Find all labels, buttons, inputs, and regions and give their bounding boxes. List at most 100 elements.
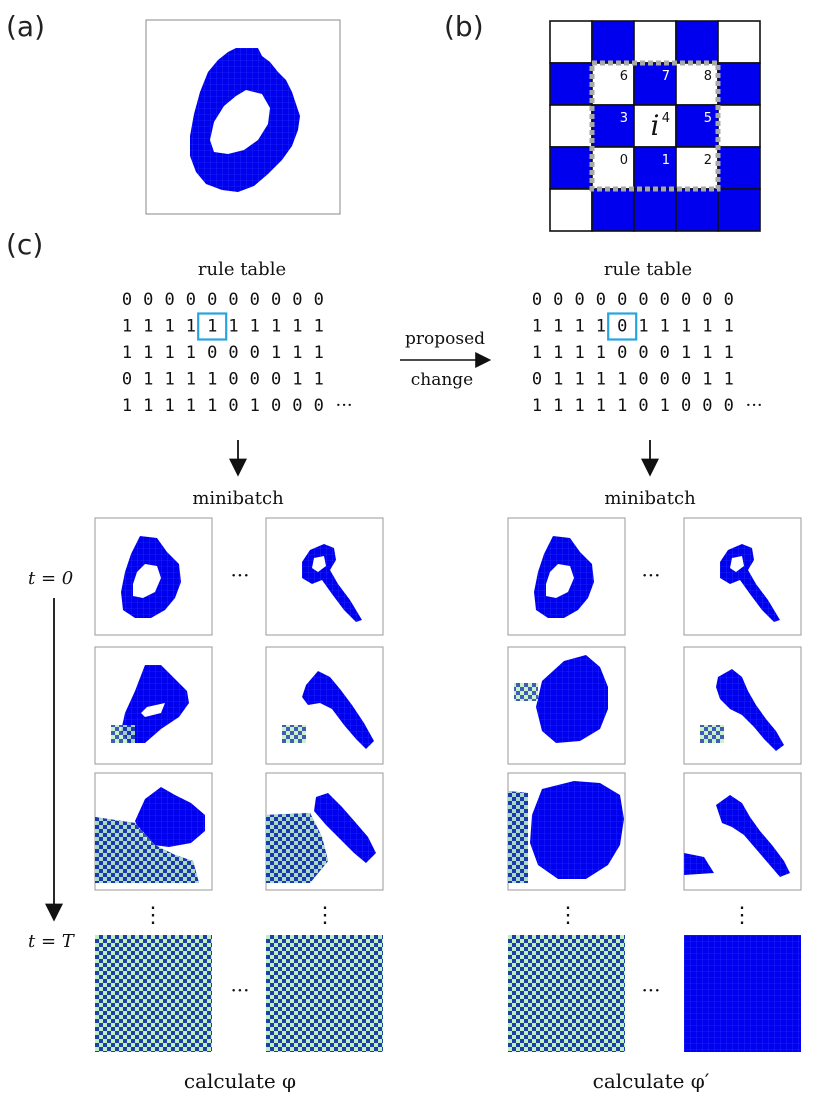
checkerboard-final-state xyxy=(95,935,212,1052)
rule-bit: 0 xyxy=(271,370,281,390)
neighborhood-cell xyxy=(717,146,761,190)
neighborhood-cell xyxy=(591,20,635,64)
neighborhood-cell xyxy=(633,188,677,232)
neighborhood-cell xyxy=(591,188,635,232)
rule-bit: 1 xyxy=(532,396,542,416)
rule-bit: 1 xyxy=(186,317,196,337)
neighbor-index-4: 4 xyxy=(662,111,670,126)
rule-bit: 0 xyxy=(660,290,670,310)
rule-bit: 0 xyxy=(207,290,217,310)
frame-0-2 xyxy=(507,517,626,636)
rule-bit: 1 xyxy=(596,317,606,337)
rule-bit: 0 xyxy=(681,370,691,390)
rule-bit: 0 xyxy=(207,343,217,363)
neighborhood-cell xyxy=(549,20,593,64)
rule-bit: 1 xyxy=(271,343,281,363)
rule-bit: 1 xyxy=(724,317,734,337)
vdots-1: ⋮ xyxy=(142,903,164,928)
neighborhood-grid: 6 7 8 3 4 5 0 1 2 i xyxy=(549,20,761,232)
neighborhood-cell xyxy=(675,188,719,232)
rule-bit: 1 xyxy=(702,370,712,390)
rule-bit: 0 xyxy=(292,290,302,310)
frame-1-3 xyxy=(683,646,802,765)
rule-bit: 1 xyxy=(164,317,174,337)
neighborhood-cell xyxy=(675,20,719,64)
rule-bit: 1 xyxy=(553,317,563,337)
solid-final-state xyxy=(684,935,801,1052)
rule-table-ellipsis: ··· xyxy=(335,395,352,416)
rule-bit: 1 xyxy=(553,370,563,390)
frame-1-1 xyxy=(265,646,384,765)
minibatch-label-left: minibatch xyxy=(192,488,284,509)
rule-bit: 0 xyxy=(164,290,174,310)
vdots-2: ⋮ xyxy=(314,903,336,928)
neighborhood-dashed-box xyxy=(589,60,721,192)
time-end-label: t = T xyxy=(28,931,76,952)
rule-bit: 0 xyxy=(553,290,563,310)
rule-bit: 1 xyxy=(574,370,584,390)
neighborhood-cell xyxy=(549,188,593,232)
rule-bit: 0 xyxy=(574,290,584,310)
rule-bit: 1 xyxy=(681,317,691,337)
rule-bit: 1 xyxy=(574,317,584,337)
checkerboard-final-state xyxy=(266,935,383,1052)
rule-bit: 0 xyxy=(702,290,712,310)
rule-bit: 0 xyxy=(228,370,238,390)
neighbor-index-8: 8 xyxy=(704,69,712,84)
panel-label-a: (a) xyxy=(6,10,45,43)
rule-bit: 1 xyxy=(122,396,132,416)
frame-0-3 xyxy=(683,517,802,636)
arrow-label-bottom: change xyxy=(411,370,474,390)
neighborhood-cell xyxy=(717,20,761,64)
calculate-phi-left: calculate φ xyxy=(184,1069,296,1093)
rule-bit: 1 xyxy=(164,343,174,363)
neighborhood-cell xyxy=(717,62,761,106)
calculate-phi-right: calculate φ′ xyxy=(593,1069,710,1093)
minibatch-label-right: minibatch xyxy=(604,488,696,509)
minibatch-frames xyxy=(94,517,802,1052)
rule-bit: 1 xyxy=(143,343,153,363)
rule-bit: 1 xyxy=(724,343,734,363)
rule-bit: 1 xyxy=(143,370,153,390)
rule-bit: 0 xyxy=(314,290,324,310)
frame-1-0 xyxy=(94,646,213,765)
rule-bit: 0 xyxy=(250,290,260,310)
rule-bit: 0 xyxy=(532,370,542,390)
rule-bit: 1 xyxy=(638,317,648,337)
neighbor-index-2: 2 xyxy=(704,153,712,168)
rule-bit: 1 xyxy=(143,396,153,416)
frame-2-1 xyxy=(265,772,384,891)
rule-bit: 0 xyxy=(228,343,238,363)
frame-0-0 xyxy=(94,517,213,636)
rule-bit: 0 xyxy=(122,290,132,310)
rule-bit: 0 xyxy=(186,290,196,310)
rule-bit: 0 xyxy=(724,396,734,416)
rule-bit: 1 xyxy=(617,396,627,416)
digit-zero-shape xyxy=(190,48,300,192)
frame-2-3 xyxy=(683,772,802,891)
rule-bit: 1 xyxy=(314,317,324,337)
frame-3-1 xyxy=(266,935,383,1052)
rule-bit: 1 xyxy=(553,396,563,416)
rule-bit: 1 xyxy=(292,317,302,337)
neighborhood-cell xyxy=(591,146,635,190)
hdots-row0-right: ··· xyxy=(641,563,660,587)
rule-table-title-left: rule table xyxy=(198,259,286,280)
rule-bit: 1 xyxy=(702,317,712,337)
rule-table-left: 0 0 0 0 0 0 0 0 0 01 1 1 1 1 1 1 1 1 11 1 1 1 0 0 0 1 1 10 1 1 1 1 0 0 0 1 1… xyxy=(122,290,353,416)
neighbor-index-5: 5 xyxy=(704,111,712,126)
rule-bit: 1 xyxy=(164,370,174,390)
hdots-final-left: ··· xyxy=(230,978,249,1002)
neighborhood-cell xyxy=(633,104,677,148)
rule-bit: 1 xyxy=(164,396,174,416)
frame-3-2 xyxy=(508,935,625,1052)
hdots-row0-left: ··· xyxy=(230,563,249,587)
neighborhood-cell xyxy=(675,104,719,148)
frame-0-1 xyxy=(265,517,384,636)
rule-table-title-right: rule table xyxy=(604,259,692,280)
neighbor-index-6: 6 xyxy=(620,69,628,84)
digit-state-shape xyxy=(121,536,181,618)
vdots-4: ⋮ xyxy=(731,903,753,928)
rule-bit: 1 xyxy=(250,317,260,337)
